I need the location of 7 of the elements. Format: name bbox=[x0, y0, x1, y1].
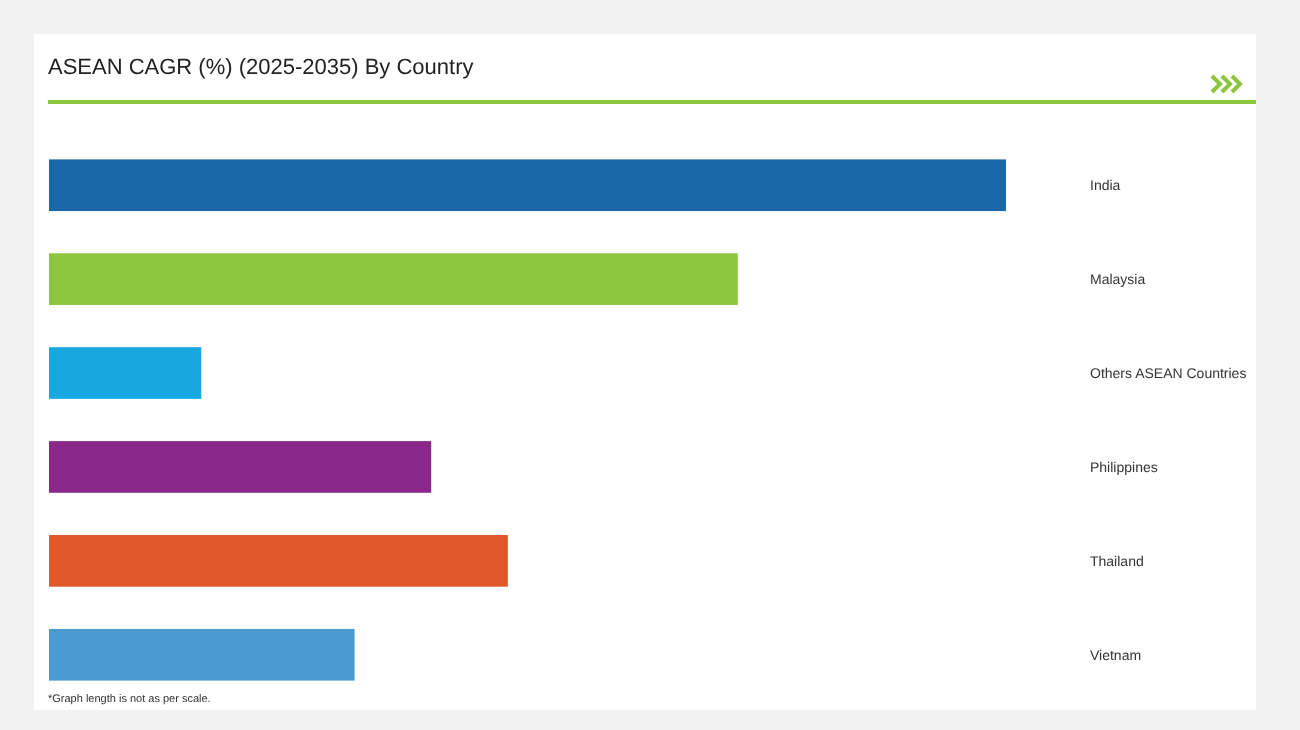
bar bbox=[48, 347, 202, 399]
bar bbox=[48, 441, 432, 493]
bar bbox=[48, 253, 738, 305]
bar bbox=[48, 159, 1006, 212]
chart-title: ASEAN CAGR (%) (2025-2035) By Country bbox=[48, 56, 475, 80]
bar bbox=[48, 535, 508, 587]
bar bbox=[48, 628, 355, 681]
